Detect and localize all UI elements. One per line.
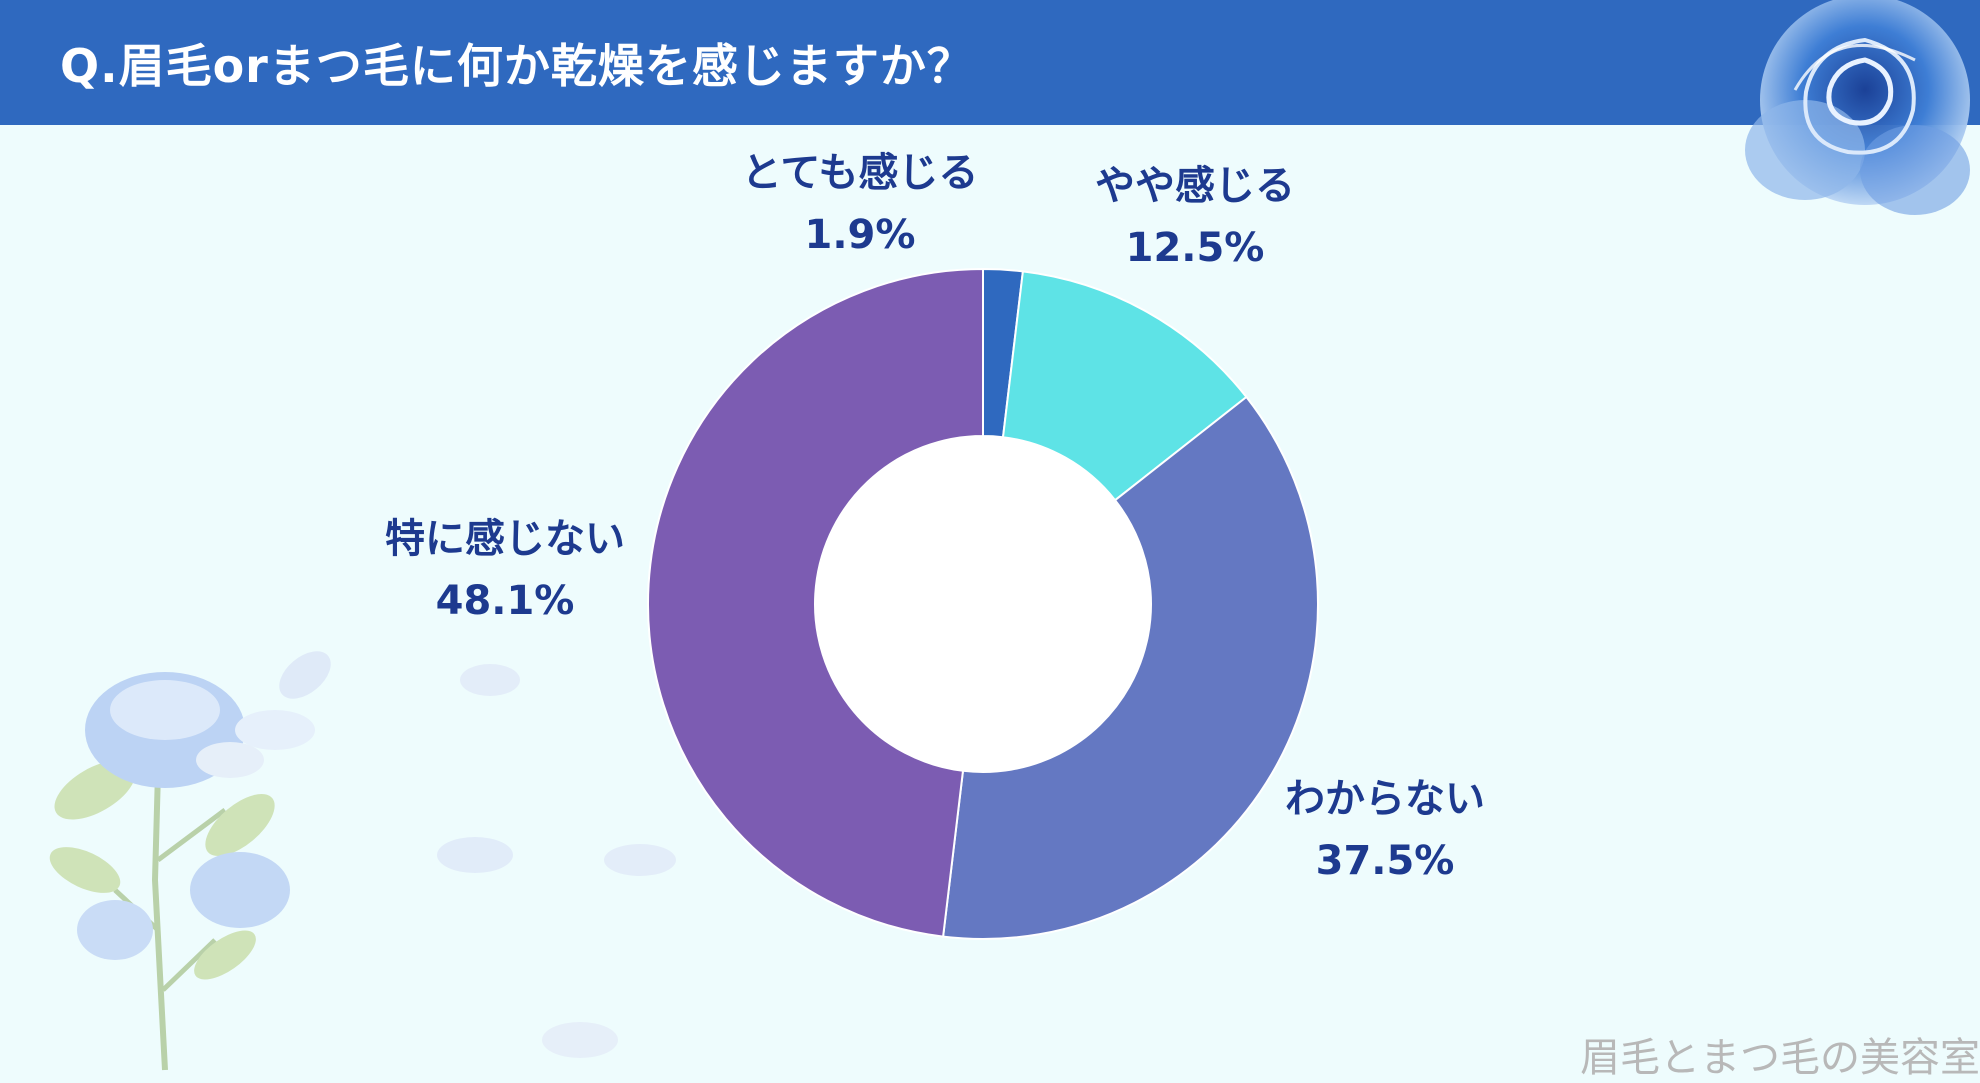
rose-branch-icon (49, 672, 315, 1071)
slice-label-3: 特に感じない 48.1% (385, 508, 625, 632)
petal-icon (437, 837, 513, 873)
slice-label-2-value: 37.5% (1315, 838, 1455, 884)
slice-label-0: とても感じる 1.9% (742, 142, 979, 266)
slice-label-2: わからない 37.5% (1285, 768, 1485, 892)
slice-label-0-name: とても感じる (741, 150, 979, 196)
blue-rose-icon (1745, 0, 1970, 215)
slice-label-3-value: 48.1% (435, 578, 575, 624)
petal-icon (604, 844, 676, 876)
petal-icon (279, 651, 331, 699)
slice-label-3-name: 特に感じない (385, 516, 625, 562)
slice-label-1: やや感じる 12.5% (1095, 155, 1295, 279)
donut-hole (815, 436, 1151, 772)
petal-icon (196, 742, 264, 778)
slice-label-1-name: やや感じる (1095, 163, 1295, 209)
slice-label-1-value: 12.5% (1125, 225, 1265, 271)
header-bar: Q.眉毛orまつ毛に何か乾燥を感じますか？ (0, 0, 1980, 125)
slice-label-2-name: わからない (1285, 776, 1485, 822)
watermark: 眉毛とまつ毛の美容室 (1580, 1035, 1980, 1081)
petal-icon (460, 664, 520, 696)
page-title: Q.眉毛orまつ毛に何か乾燥を感じますか？ (60, 39, 974, 93)
petal-icon (542, 1022, 618, 1058)
slice-label-0-value: 1.9% (804, 212, 916, 258)
